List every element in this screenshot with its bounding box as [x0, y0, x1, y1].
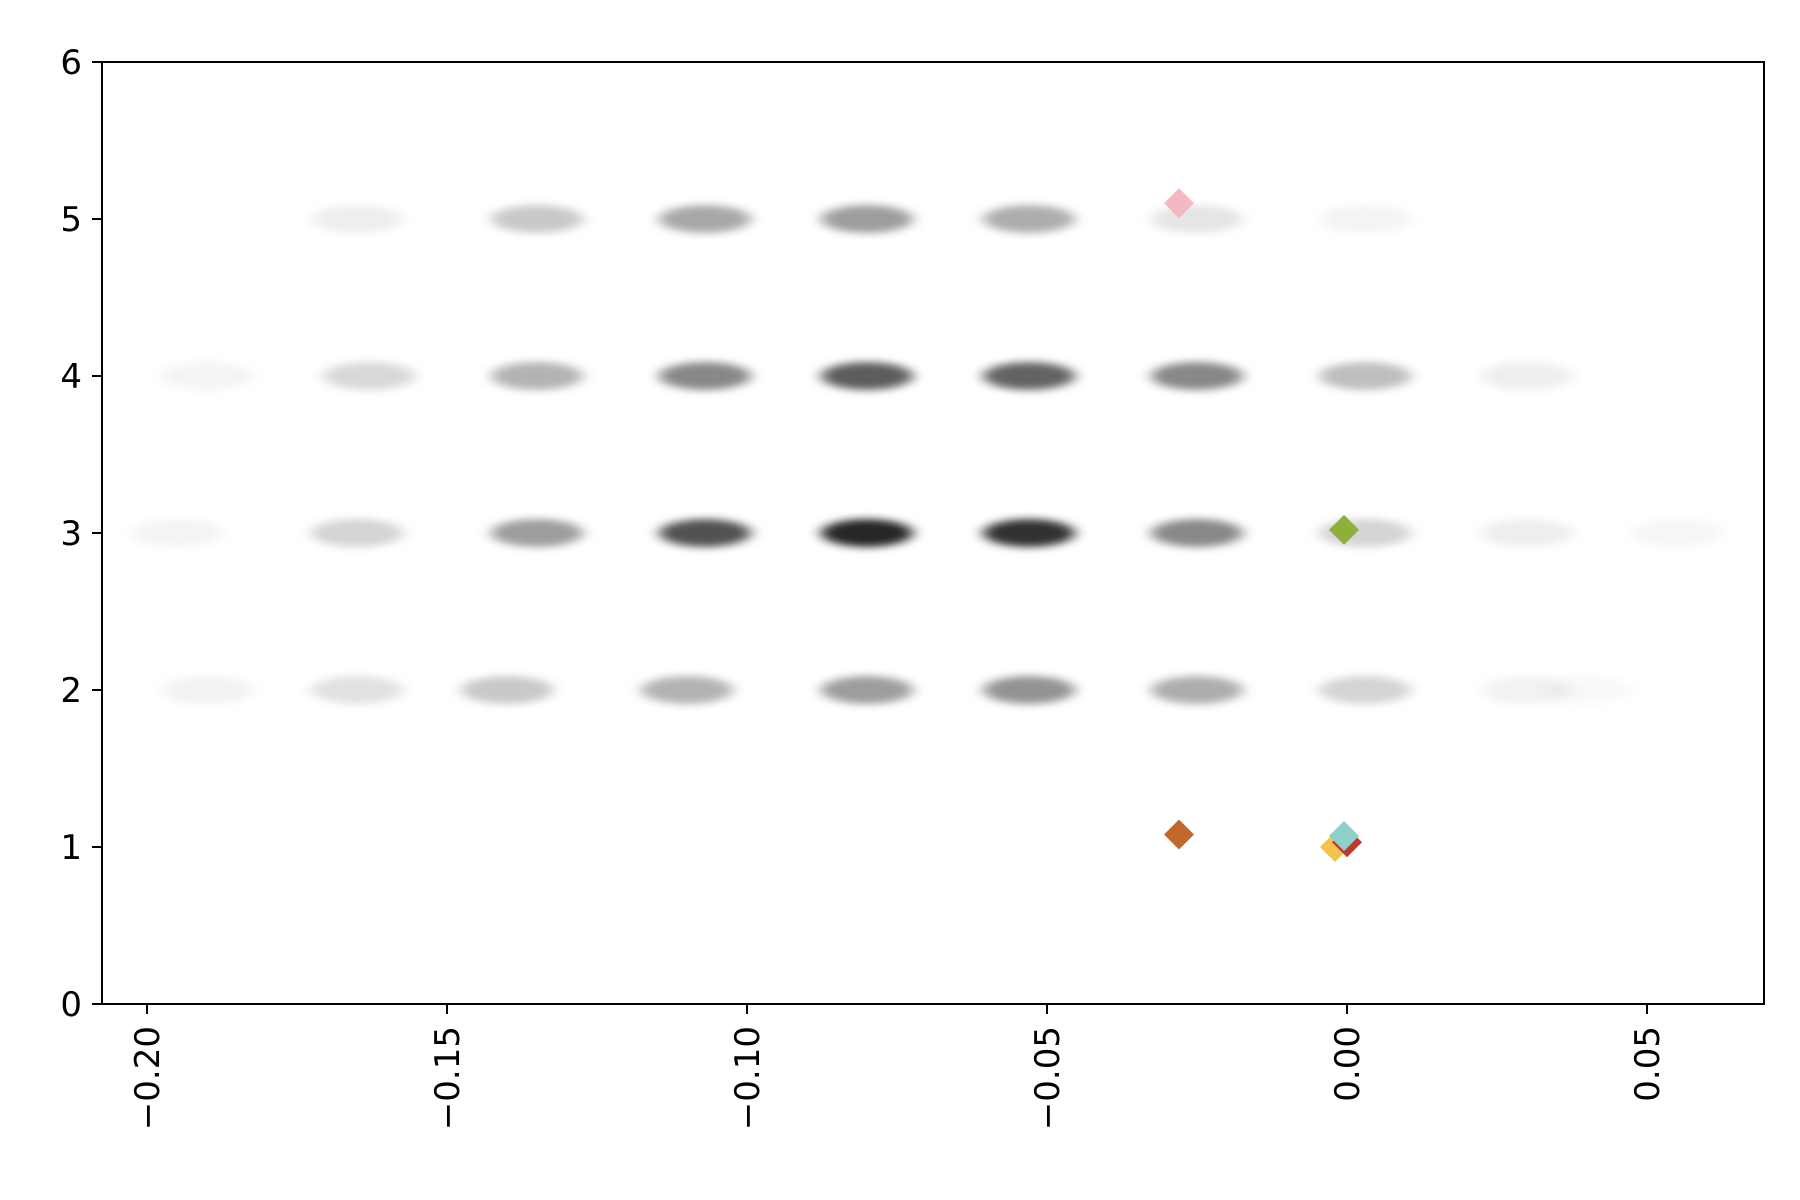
y-tick-label: 6: [60, 43, 82, 83]
x-tick-label: −0.15: [428, 1026, 468, 1130]
diamond-marker: [1164, 188, 1194, 219]
density-cluster: [491, 205, 583, 233]
diamond-marker: [1164, 819, 1194, 850]
y-tick-label: 3: [60, 514, 82, 554]
density-cluster: [1631, 519, 1723, 547]
density-cluster: [1319, 362, 1411, 390]
density-cluster: [491, 519, 583, 547]
density-cluster: [323, 362, 415, 390]
x-tick-label: −0.10: [728, 1026, 768, 1130]
density-cluster: [461, 676, 553, 704]
density-cluster: [161, 362, 253, 390]
density-cluster: [821, 205, 913, 233]
density-cluster: [131, 519, 223, 547]
y-axis: 0 1 2 3 4 5 6: [60, 43, 102, 1025]
density-cluster: [1481, 519, 1573, 547]
density-cluster: [659, 362, 751, 390]
density-cluster: [1319, 676, 1411, 704]
x-tick-label: 0.00: [1328, 1026, 1368, 1102]
x-tick-label: 0.05: [1628, 1026, 1668, 1102]
density-cluster: [1541, 676, 1633, 704]
density-cluster: [983, 676, 1075, 704]
x-tick-label: −0.05: [1028, 1026, 1068, 1130]
y-tick-label: 4: [60, 357, 82, 397]
density-cluster: [311, 205, 403, 233]
diamond-marker: [1329, 514, 1359, 545]
density-cluster: [983, 205, 1075, 233]
density-cluster: [659, 519, 751, 547]
density-cluster: [1151, 519, 1243, 547]
density-clusters: [131, 205, 1723, 704]
density-cluster: [161, 676, 253, 704]
density-cluster: [983, 362, 1075, 390]
density-cluster: [1319, 205, 1411, 233]
density-cluster: [821, 676, 913, 704]
density-cluster: [1151, 362, 1243, 390]
marker-layer: [1164, 188, 1362, 862]
x-axis: −0.20 −0.15 −0.10 −0.05 0.00 0.05: [128, 1004, 1668, 1130]
y-tick-label: 2: [60, 671, 82, 711]
density-cluster: [821, 519, 913, 547]
density-cluster: [821, 362, 913, 390]
density-cluster: [1151, 205, 1243, 233]
diamond-marker: [1329, 821, 1359, 852]
density-cluster: [641, 676, 733, 704]
y-tick-label: 5: [60, 200, 82, 240]
density-cluster: [1151, 676, 1243, 704]
density-cluster: [491, 362, 583, 390]
y-tick-label: 0: [60, 985, 82, 1025]
y-tick-label: 1: [60, 828, 82, 868]
x-tick-label: −0.20: [128, 1026, 168, 1130]
density-cluster: [1481, 362, 1573, 390]
density-cluster: [983, 519, 1075, 547]
density-cluster: [659, 205, 751, 233]
density-cluster: [311, 519, 403, 547]
density-cluster: [1481, 676, 1573, 704]
density-cluster: [311, 676, 403, 704]
